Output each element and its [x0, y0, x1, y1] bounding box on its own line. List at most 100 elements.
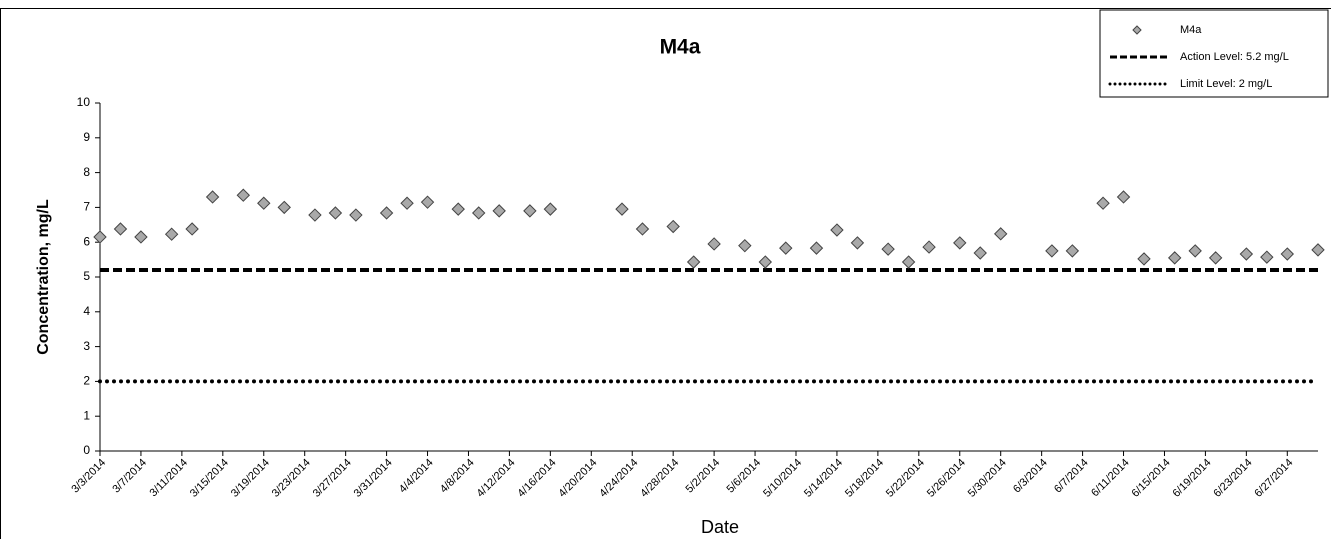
legend-label: Action Level: 5.2 mg/L — [1180, 51, 1289, 63]
x-tick-label: 3/31/2014 — [352, 457, 395, 500]
y-tick-label: 2 — [83, 374, 90, 388]
point — [1239, 247, 1254, 261]
x-tick-label: 5/6/2014 — [724, 457, 763, 496]
point — [901, 255, 916, 269]
x-tick-label: 5/10/2014 — [761, 457, 804, 500]
point — [420, 195, 435, 209]
point — [1208, 251, 1223, 265]
point — [471, 206, 486, 220]
x-tick-label: 5/22/2014 — [884, 457, 927, 500]
point — [1116, 190, 1131, 204]
point — [1280, 247, 1294, 261]
point — [492, 204, 506, 218]
y-tick-label: 7 — [83, 200, 90, 214]
y-axis-label: Concentration, mg/L — [35, 199, 52, 355]
point — [738, 238, 752, 253]
point — [1096, 196, 1110, 210]
legend-symbol — [1132, 25, 1142, 35]
x-tick-label: 4/16/2014 — [515, 457, 558, 500]
x-tick-label: 4/24/2014 — [597, 457, 640, 500]
point — [308, 208, 322, 222]
point — [922, 240, 936, 254]
point — [881, 242, 895, 256]
point — [379, 206, 394, 220]
x-tick-label: 3/19/2014 — [229, 457, 272, 500]
x-tick-label: 5/14/2014 — [802, 457, 845, 500]
legend-label: M4a — [1180, 24, 1202, 36]
point — [809, 241, 824, 255]
point — [205, 190, 220, 204]
x-tick-label: 3/15/2014 — [188, 457, 231, 500]
frame — [0, 8, 1331, 539]
x-tick-label: 6/7/2014 — [1052, 457, 1091, 496]
y-tick-label: 0 — [83, 443, 90, 457]
point — [707, 237, 721, 251]
x-tick-label: 6/19/2014 — [1170, 457, 1213, 500]
point — [1045, 244, 1059, 258]
x-axis-label: Date — [701, 517, 739, 537]
y-tick-label: 1 — [83, 408, 90, 422]
legend-box — [1099, 9, 1329, 98]
point — [185, 222, 199, 236]
x-tick-label: 6/27/2014 — [1252, 457, 1295, 500]
point — [93, 230, 107, 244]
y-tick-label: 10 — [77, 95, 91, 109]
x-tick-label: 4/28/2014 — [638, 457, 681, 500]
chart-title: M4a — [660, 36, 701, 59]
point — [1065, 244, 1080, 258]
point — [993, 227, 1008, 241]
point — [1168, 251, 1182, 265]
x-tick-label: 6/11/2014 — [1089, 457, 1132, 500]
point — [635, 222, 650, 236]
y-tick-label: 9 — [83, 130, 90, 144]
point — [830, 223, 844, 237]
point — [164, 227, 179, 241]
x-tick-label: 3/23/2014 — [270, 457, 313, 500]
point — [666, 219, 680, 234]
x-tick-label: 4/8/2014 — [438, 457, 477, 496]
point — [1260, 250, 1274, 264]
point — [134, 230, 148, 244]
y-tick-label: 5 — [83, 269, 90, 283]
x-tick-label: 3/11/2014 — [148, 457, 191, 500]
x-tick-label: 5/2/2014 — [684, 457, 723, 496]
point — [277, 200, 291, 215]
point — [686, 255, 701, 269]
x-tick-label: 6/3/2014 — [1011, 457, 1050, 496]
x-tick-label: 3/7/2014 — [110, 457, 149, 496]
point — [758, 255, 773, 269]
x-tick-label: 4/12/2014 — [474, 457, 517, 500]
point — [1188, 244, 1202, 258]
x-tick-label: 4/20/2014 — [556, 457, 599, 500]
point — [113, 222, 128, 236]
point — [1137, 252, 1151, 266]
y-tick-label: 4 — [83, 304, 90, 318]
x-tick-label: 3/27/2014 — [311, 457, 354, 500]
point — [615, 202, 629, 216]
legend-label: Limit Level: 2 mg/L — [1180, 78, 1272, 90]
x-tick-label: 3/3/2014 — [69, 457, 108, 496]
x-tick-label: 6/23/2014 — [1211, 457, 1254, 500]
point — [523, 204, 537, 218]
point — [328, 206, 343, 220]
point — [973, 246, 987, 260]
x-tick-label: 5/18/2014 — [843, 457, 886, 500]
x-tick-label: 4/4/2014 — [397, 457, 436, 496]
point — [257, 196, 271, 210]
x-tick-label: 5/26/2014 — [925, 457, 968, 500]
y-tick-label: 6 — [83, 234, 90, 248]
point — [236, 188, 251, 202]
x-tick-label: 5/30/2014 — [966, 457, 1009, 500]
point — [779, 241, 793, 255]
point — [543, 202, 558, 216]
point — [1311, 243, 1325, 257]
point — [400, 196, 414, 210]
point — [451, 202, 465, 216]
point — [953, 236, 967, 250]
x-tick-label: 6/15/2014 — [1130, 457, 1173, 500]
y-tick-label: 8 — [83, 165, 90, 179]
y-tick-label: 3 — [83, 339, 90, 353]
point — [349, 208, 363, 222]
point — [850, 236, 865, 250]
